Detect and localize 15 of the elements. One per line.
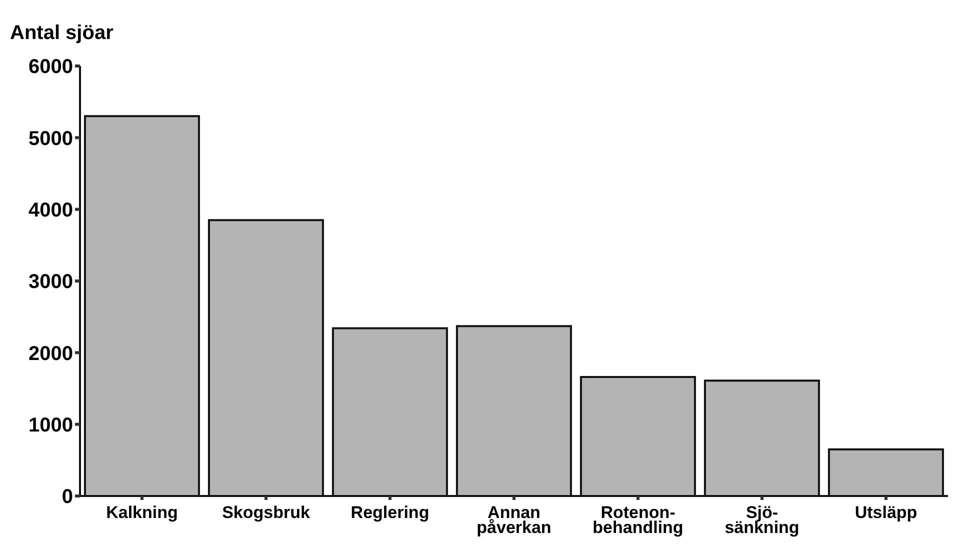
x-tick-label: Reglering — [350, 503, 430, 522]
x-tick-label: Utsläpp — [854, 503, 918, 522]
y-tick-label: 6000 — [28, 56, 73, 78]
x-tick-label: Rotenon- behandling — [592, 503, 684, 537]
x-tick-label: Sjö- sänkning — [724, 503, 800, 537]
y-tick-label: 4000 — [28, 199, 73, 222]
y-tick-label: 2000 — [28, 342, 73, 365]
x-tick-label: Annan påverkan — [476, 503, 552, 537]
y-axis-title: Antal sjöar — [10, 22, 114, 45]
x-tick-label: Kalkning — [106, 503, 178, 522]
y-tick-label: 0 — [62, 486, 73, 508]
y-tick-label: 3000 — [28, 271, 73, 294]
x-tick-label: Skogsbruk — [222, 503, 310, 522]
y-tick-label: 1000 — [28, 414, 73, 436]
y-tick-label: 5000 — [28, 128, 73, 150]
